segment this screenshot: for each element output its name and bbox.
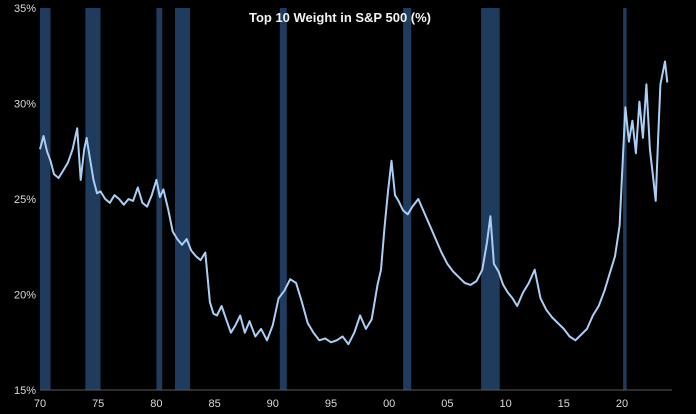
x-tick-label: 05 xyxy=(441,398,453,410)
recession-bands xyxy=(40,8,627,390)
x-tick-label: 70 xyxy=(34,398,46,410)
y-tick-label: 15% xyxy=(14,385,36,397)
series-layer xyxy=(39,60,669,346)
y-tick-label: 25% xyxy=(14,194,36,206)
recession-band xyxy=(279,8,287,390)
x-tick-labels: 70 75 80 85 90 95 00 05 10 15 20 xyxy=(34,398,628,410)
x-tick-label: 20 xyxy=(616,398,628,410)
recession-band xyxy=(40,8,51,390)
x-tick-label: 00 xyxy=(383,398,395,410)
x-tick-label: 80 xyxy=(150,398,162,410)
y-tick-label: 35% xyxy=(14,3,36,15)
recession-band xyxy=(623,8,627,390)
series-line xyxy=(39,60,669,346)
recession-band xyxy=(481,8,500,390)
recession-band xyxy=(403,8,412,390)
x-tick-label: 10 xyxy=(499,398,511,410)
x-tick-label: 95 xyxy=(325,398,337,410)
y-tick-label: 30% xyxy=(14,99,36,111)
chart-title: Top 10 Weight in S&P 500 (%) xyxy=(249,10,431,25)
recession-band xyxy=(156,8,163,390)
x-tick-label: 90 xyxy=(267,398,279,410)
x-tick-label: 75 xyxy=(92,398,104,410)
y-tick-labels: 15% 20% 25% 30% 35% xyxy=(14,3,36,397)
x-tick-label: 15 xyxy=(558,398,570,410)
recession-band xyxy=(175,8,191,390)
recession-band xyxy=(85,8,101,390)
y-tick-label: 20% xyxy=(14,290,36,302)
x-tick-label: 85 xyxy=(208,398,220,410)
